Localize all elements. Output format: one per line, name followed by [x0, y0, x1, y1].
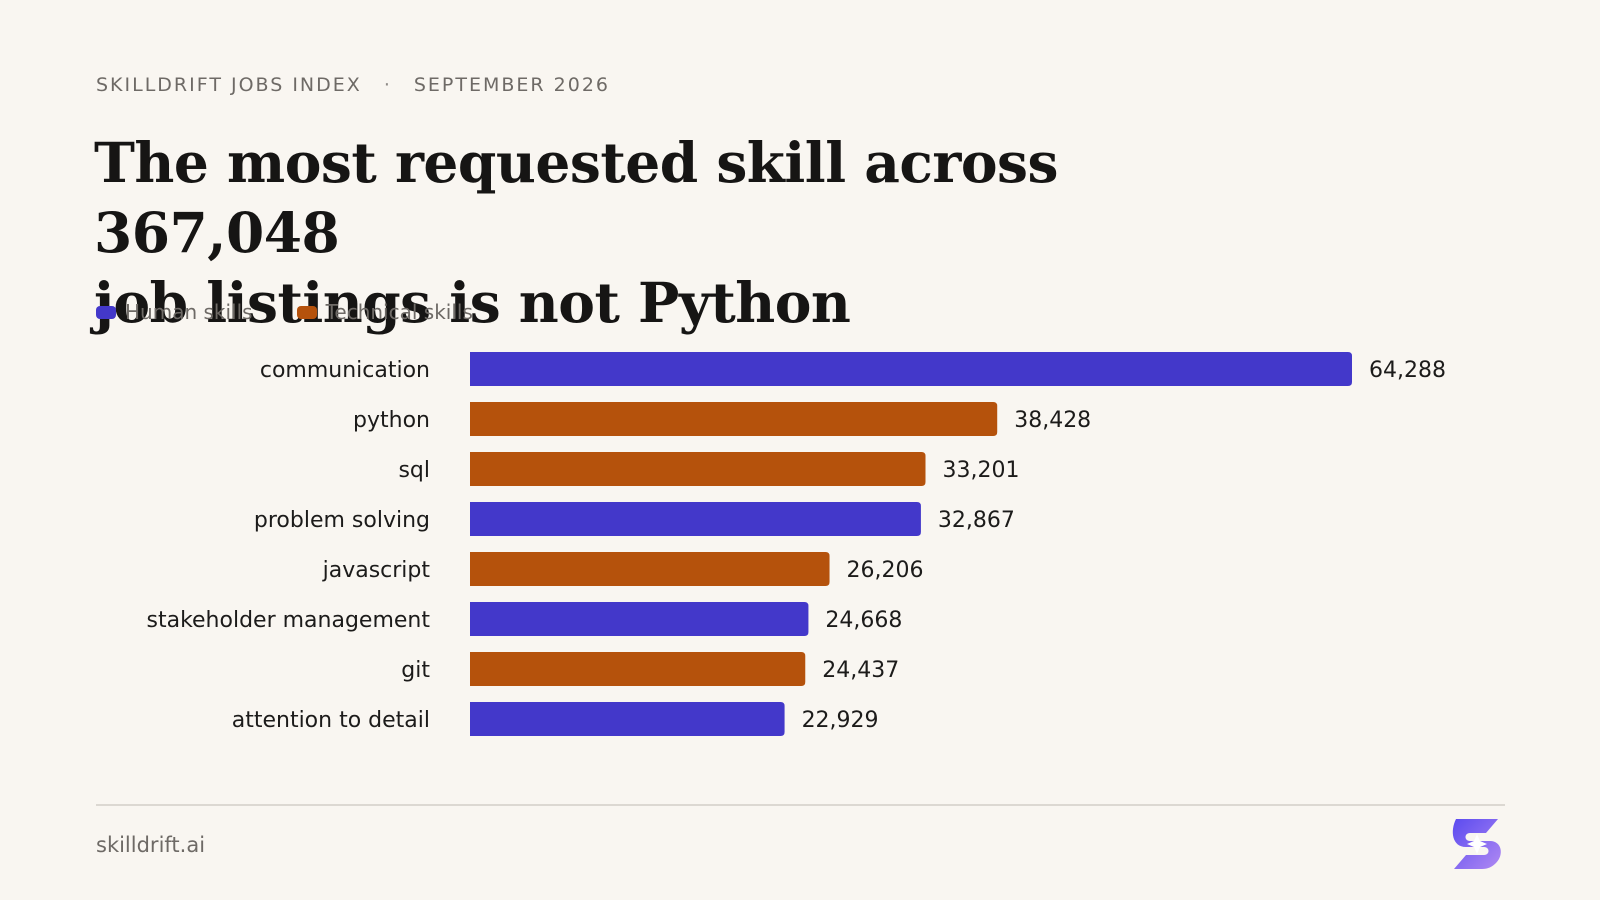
page-title: The most requested skill across 367,048 …: [94, 128, 1294, 338]
bar-chart: communication 64,288 python 38,428 sql 33,201…: [147, 352, 1446, 736]
value-label-communication: 64,288: [1369, 358, 1446, 383]
footer-site: skilldrift.ai: [96, 833, 206, 857]
bar-javascript: [470, 552, 830, 586]
title-line-2: job listings is not Python: [94, 270, 851, 335]
chart-legend: Human skills Technical skills: [96, 300, 473, 324]
eyebrow-brand: SKILLDRIFT JOBS INDEX: [96, 74, 362, 96]
value-label-attention-to-detail: 22,929: [802, 708, 879, 733]
category-label-sql: sql: [398, 458, 430, 483]
legend-item-human: Human skills: [96, 300, 253, 324]
legend-label-human: Human skills: [125, 300, 253, 324]
value-label-javascript: 26,206: [847, 558, 924, 583]
value-label-git: 24,437: [822, 658, 899, 683]
bar-attention-to-detail: [470, 702, 785, 736]
legend-label-technical: Technical skills: [325, 300, 473, 324]
eyebrow: SKILLDRIFT JOBS INDEX · SEPTEMBER 2026: [96, 74, 610, 96]
value-label-sql: 33,201: [943, 458, 1020, 483]
skilldrift-logo-icon: [1452, 819, 1501, 869]
bar-communication: [470, 352, 1352, 386]
eyebrow-separator: ·: [383, 74, 392, 96]
value-label-stakeholder-management: 24,668: [825, 608, 902, 633]
bar-stakeholder-management: [470, 602, 809, 636]
category-label-problem-solving: problem solving: [254, 508, 430, 533]
legend-item-technical: Technical skills: [296, 300, 473, 324]
bar-git: [470, 652, 806, 686]
category-label-python: python: [353, 408, 430, 433]
category-label-git: git: [401, 658, 430, 683]
category-label-attention-to-detail: attention to detail: [232, 708, 430, 733]
footer-divider: [96, 804, 1505, 806]
bar-sql: [470, 452, 926, 486]
bar-problem-solving: [470, 502, 921, 536]
legend-swatch-technical: [296, 305, 317, 319]
bar-python: [470, 402, 998, 436]
value-label-python: 38,428: [1014, 408, 1091, 433]
value-label-problem-solving: 32,867: [938, 508, 1015, 533]
category-label-javascript: javascript: [322, 558, 431, 583]
category-label-communication: communication: [260, 358, 430, 383]
category-label-stakeholder-management: stakeholder management: [147, 608, 431, 633]
eyebrow-date: SEPTEMBER 2026: [413, 74, 611, 96]
legend-swatch-human: [96, 305, 116, 319]
title-line-1: The most requested skill across 367,048: [94, 130, 1058, 265]
